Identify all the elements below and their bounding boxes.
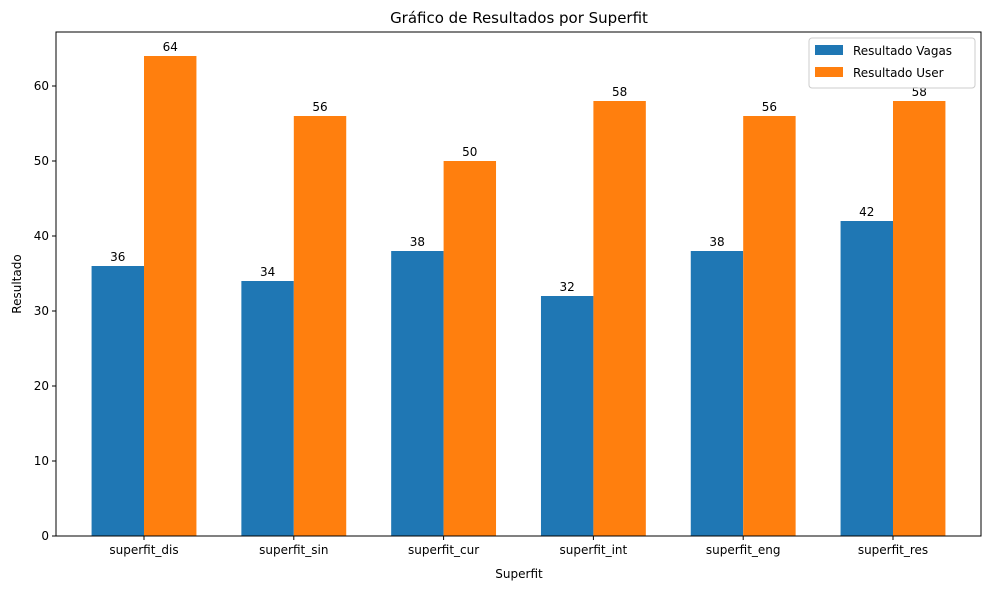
data-label-vagas-superfit_sin: 34 bbox=[260, 265, 275, 279]
bar-vagas-superfit_int bbox=[540, 296, 594, 536]
x-tick-label: superfit_int bbox=[560, 543, 628, 557]
bar-user-superfit_cur bbox=[443, 161, 497, 536]
y-tick-label: 30 bbox=[34, 304, 49, 318]
legend-box bbox=[808, 37, 976, 89]
x-tick-label: superfit_eng bbox=[706, 543, 781, 557]
data-label-vagas-superfit_int: 32 bbox=[560, 280, 575, 294]
bar-vagas-superfit_sin bbox=[241, 281, 294, 536]
bar-vagas-superfit_eng bbox=[690, 251, 744, 536]
x-tick-label: superfit_sin bbox=[259, 543, 328, 557]
bar-vagas-superfit_cur bbox=[391, 251, 444, 536]
y-axis-label: Resultado bbox=[10, 254, 24, 313]
data-label-vagas-superfit_cur: 38 bbox=[410, 235, 425, 249]
legend-swatch-vagas bbox=[815, 45, 843, 55]
y-tick-label: 40 bbox=[34, 229, 49, 243]
bar-user-superfit_dis bbox=[144, 56, 197, 536]
y-tick-label: 50 bbox=[34, 154, 49, 168]
data-label-user-superfit_eng: 56 bbox=[762, 100, 777, 114]
chart-title: Gráfico de Resultados por Superfit bbox=[390, 9, 648, 27]
legend-swatch-user bbox=[815, 67, 843, 77]
y-tick-label: 20 bbox=[34, 379, 49, 393]
y-axis: 0 10 20 30 40 50 60 bbox=[34, 79, 56, 543]
legend-label-vagas: Resultado Vagas bbox=[853, 44, 952, 58]
x-tick-label: superfit_dis bbox=[109, 543, 178, 557]
x-tick-label: superfit_cur bbox=[408, 543, 479, 557]
bar-user-superfit_res bbox=[892, 101, 946, 536]
bar-vagas-superfit_dis bbox=[91, 266, 145, 536]
bar-user-superfit_int bbox=[593, 101, 646, 536]
x-axis: superfit_dis superfit_sin superfit_cur supe… bbox=[109, 536, 928, 557]
legend-label-user: Resultado User bbox=[853, 66, 944, 80]
data-label-user-superfit_dis: 64 bbox=[163, 40, 178, 54]
legend: Resultado Vagas Resultado User bbox=[808, 37, 976, 89]
x-axis-label: Superfit bbox=[495, 567, 543, 581]
data-label-vagas-superfit_eng: 38 bbox=[709, 235, 724, 249]
data-label-vagas-superfit_dis: 36 bbox=[110, 250, 125, 264]
bars-group bbox=[91, 56, 946, 536]
bar-user-superfit_sin bbox=[293, 116, 347, 536]
y-tick-label: 60 bbox=[34, 79, 49, 93]
data-label-user-superfit_int: 58 bbox=[612, 85, 627, 99]
data-label-vagas-superfit_res: 42 bbox=[859, 205, 874, 219]
bar-user-superfit_eng bbox=[743, 116, 796, 536]
y-tick-label: 10 bbox=[34, 454, 49, 468]
plot-frame bbox=[55, 31, 982, 537]
data-label-user-superfit_cur: 50 bbox=[462, 145, 477, 159]
data-label-user-superfit_sin: 56 bbox=[312, 100, 327, 114]
x-tick-label: superfit_res bbox=[858, 543, 928, 557]
bar-vagas-superfit_res bbox=[840, 221, 893, 536]
y-tick-label: 0 bbox=[41, 529, 49, 543]
